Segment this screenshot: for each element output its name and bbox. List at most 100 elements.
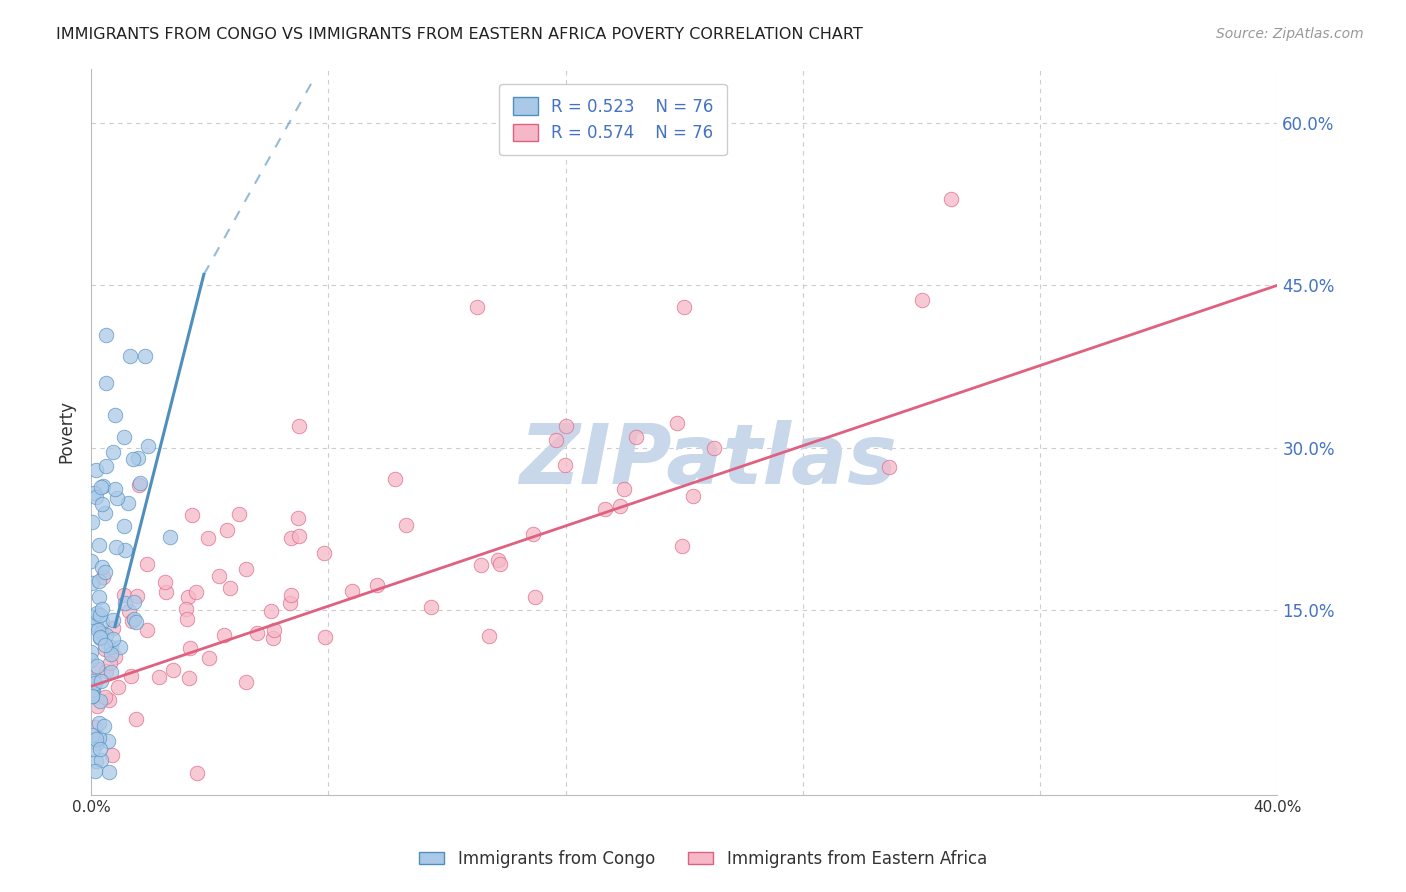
Point [134,349,156,363]
Point [470,558,492,573]
Point [94,376,117,390]
Point [288,528,311,542]
Point [910,293,932,307]
Point [90,754,112,768]
Point [84,618,107,632]
Point [235,562,257,576]
Point [609,500,631,514]
Text: IMMIGRANTS FROM CONGO VS IMMIGRANTS FROM EASTERN AFRICA POVERTY CORRELATION CHAR: IMMIGRANTS FROM CONGO VS IMMIGRANTS FROM… [56,27,863,42]
Point [91,497,114,511]
Point [94,506,117,520]
Point [136,557,159,571]
Point [197,531,219,545]
Point [278,596,301,610]
Point [125,712,148,726]
Point [80,652,103,666]
Point [89,694,111,708]
Point [84,732,107,747]
Point [524,590,547,604]
Point [91,559,114,574]
Point [104,482,127,496]
Point [87,623,110,637]
Point [90,625,112,640]
Point [101,445,124,459]
Point [80,683,103,698]
Point [122,612,145,626]
Point [98,764,121,779]
Point [162,663,184,677]
Point [86,490,108,504]
Point [665,417,688,431]
Point [82,610,104,624]
Point [128,476,150,491]
Point [89,607,111,622]
Point [186,585,208,599]
Point [877,459,900,474]
Point [82,682,104,697]
Point [114,543,136,558]
Point [80,515,103,529]
Point [179,671,201,685]
Point [103,621,125,635]
Point [522,527,544,541]
Point [682,489,704,503]
Point [121,614,143,628]
Point [486,552,509,566]
Text: Source: ZipAtlas.com: Source: ZipAtlas.com [1216,27,1364,41]
Point [80,575,103,590]
Point [342,583,364,598]
Point [489,557,512,571]
Point [176,612,198,626]
Point [127,451,149,466]
Point [280,531,302,545]
Point [90,480,112,494]
Point [97,734,120,748]
Point [153,575,176,590]
Point [104,409,127,423]
Point [108,640,131,655]
Point [120,669,142,683]
Point [80,645,103,659]
Point [112,519,135,533]
Point [117,496,139,510]
Point [91,615,114,630]
Point [94,690,117,704]
Point [89,631,111,645]
Point [595,502,617,516]
Point [96,459,118,474]
Point [314,545,336,559]
Point [198,651,221,665]
Text: ZIPatlas: ZIPatlas [519,420,897,501]
Point [94,664,117,678]
Point [80,689,103,703]
Point [384,472,406,486]
Point [208,569,231,583]
Point [90,602,112,616]
Point [118,349,141,363]
Point [554,458,576,472]
Point [554,419,576,434]
Point [124,615,146,629]
Point [136,440,159,454]
Point [673,300,696,314]
Point [83,720,105,734]
Point [86,606,108,620]
Point [114,596,136,610]
Point [94,642,117,657]
Point [287,419,309,434]
Point [122,595,145,609]
Point [86,736,108,750]
Point [83,676,105,690]
Point [105,540,128,554]
Point [101,632,124,647]
Point [89,741,111,756]
Point [89,631,111,645]
Point [186,766,208,780]
Point [179,641,201,656]
Point [93,718,115,732]
Point [121,451,143,466]
Point [478,629,501,643]
Point [228,508,250,522]
Point [155,585,177,599]
Point [80,690,103,704]
